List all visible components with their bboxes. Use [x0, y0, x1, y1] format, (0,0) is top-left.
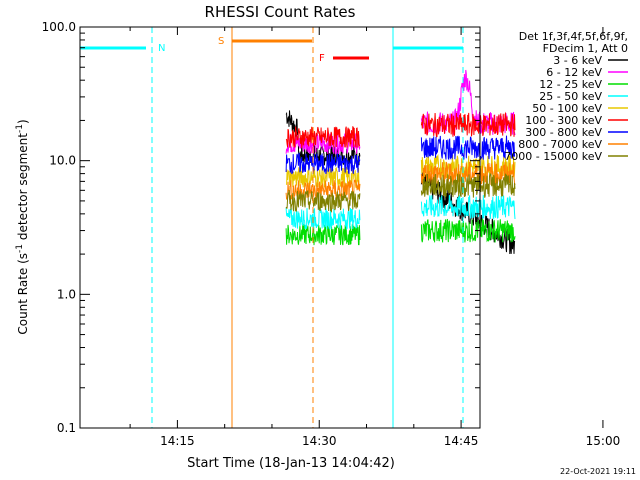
x-tick-label: 14:30 — [302, 434, 337, 448]
legend-label: 800 - 7000 keV — [518, 138, 602, 151]
legend-label: 25 - 50 keV — [539, 90, 602, 103]
legend-label: 50 - 100 keV — [532, 102, 602, 115]
y-axis-label-sup: -1 — [15, 124, 25, 133]
legend-header-line-1: Det 1f,3f,4f,5f,6f,9f, — [519, 30, 628, 43]
axis-layer: 0.11.010.0100.014:1514:3014:4515:0015:15… — [42, 20, 621, 448]
series-line — [285, 206, 361, 230]
legend-label: 100 - 300 keV — [525, 114, 602, 127]
series-layer — [285, 69, 516, 255]
series-line — [285, 224, 361, 246]
chart-title: RHESSI Count Rates — [205, 3, 356, 21]
x-tick-label: 15:00 — [586, 434, 621, 448]
x-tick-label: 14:15 — [160, 434, 195, 448]
series-line — [285, 126, 361, 148]
y-axis-label: Count Rate (s-1 detector segment-1) — [15, 119, 30, 334]
series-line — [285, 178, 361, 201]
series-line — [285, 190, 361, 213]
x-axis-label: Start Time (18-Jan-13 14:04:42) — [187, 456, 395, 471]
series-line — [420, 172, 516, 199]
legend-label: 7000 - 15000 keV — [504, 150, 602, 163]
marker-label-f: F — [319, 53, 325, 64]
y-axis-label-sup: -1 — [15, 244, 25, 253]
y-axis-label-part: Count Rate (s — [16, 253, 30, 335]
legend-header-line-2: FDecim 1, Att 0 — [543, 42, 628, 55]
plot-frame — [79, 26, 481, 429]
footer-timestamp: 22-Oct-2021 19:11 — [560, 467, 636, 476]
y-tick-label: 0.1 — [57, 421, 76, 435]
y-tick-label: 100.0 — [42, 20, 76, 34]
series-line — [420, 195, 516, 220]
series-line — [420, 218, 516, 243]
legend-label: 12 - 25 keV — [539, 78, 602, 91]
y-axis-label-part: ) — [16, 119, 30, 124]
legend-label: 300 - 800 keV — [525, 126, 602, 139]
legend-label: 6 - 12 keV — [546, 66, 602, 79]
series-line — [420, 111, 516, 138]
marker-label-s: S — [218, 36, 224, 47]
x-tick-label: 14:45 — [444, 434, 479, 448]
y-tick-label: 10.0 — [49, 154, 76, 168]
marker-label-n: N — [158, 43, 165, 54]
y-axis-label-part: detector segment — [16, 133, 30, 244]
legend-label: 3 - 6 keV — [553, 54, 602, 67]
y-tick-label: 1.0 — [57, 287, 76, 301]
series-line — [285, 152, 361, 175]
series-line — [420, 135, 516, 161]
series-line — [285, 132, 361, 155]
